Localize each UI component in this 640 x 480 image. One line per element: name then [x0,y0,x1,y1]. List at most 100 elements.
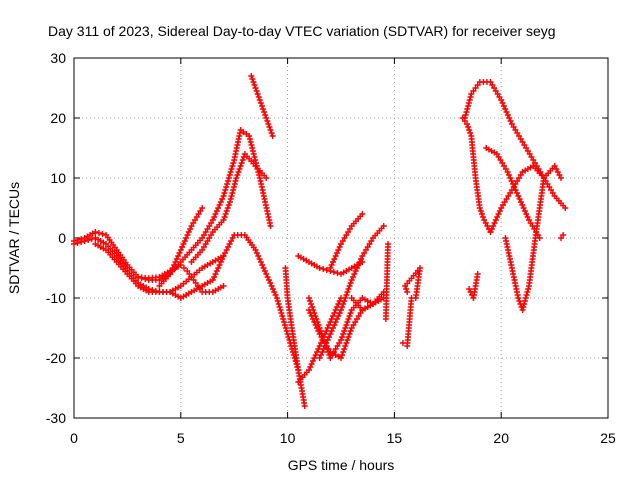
data-point [220,217,227,223]
data-point [515,295,522,301]
y-tick-label: 20 [50,110,66,126]
data-point [95,230,102,236]
data-point [236,166,243,172]
data-point [465,124,472,130]
data-point [276,304,283,310]
data-point [227,169,234,175]
data-point [345,286,352,292]
data-point [273,295,280,301]
y-axis-title: SDTVAR / TECUs [6,182,22,294]
data-point [521,298,528,304]
data-point [330,269,337,275]
data-point [88,236,95,242]
data-point [320,266,327,272]
data-point [251,82,258,88]
data-point [403,286,410,292]
data-point [359,211,366,217]
axis-ticks: 0 5 10 15 20 25 -30 -20 -10 0 10 20 30 [46,50,616,446]
data-point [222,211,229,217]
data-point [221,214,228,220]
data-point [521,301,528,307]
series-track-14 [327,211,366,271]
data-point [340,301,347,307]
data-point [523,292,530,298]
data-point [92,229,99,235]
data-point [263,115,270,121]
data-point [269,133,276,139]
series-track-3 [92,232,302,373]
y-tick-label: 10 [50,170,66,186]
data-point [267,127,274,133]
data-point [177,262,184,268]
data-point [265,121,272,127]
data-point [516,298,523,304]
data-point [465,100,472,106]
data-point [466,127,473,133]
data-point [264,118,271,124]
series-track-22 [466,232,567,301]
data-point [339,334,346,340]
data-point [480,214,487,220]
data-point [226,199,233,205]
data-point [301,403,308,409]
data-point [253,88,260,94]
data-point [252,157,259,163]
data-point [339,304,346,310]
data-point [249,76,256,82]
series-track-6 [188,151,270,265]
data-point [339,352,346,358]
data-point [519,307,526,313]
data-point [340,331,347,337]
y-tick-label: -20 [46,350,66,366]
data-point [250,79,257,85]
x-tick-label: 15 [387,430,403,446]
data-point [474,271,481,277]
data-point [251,154,258,160]
data-point [237,163,244,169]
chart-title: Day 311 of 2023, Sidereal Day-to-day VTE… [48,23,556,39]
data-point [346,331,353,337]
data-point [275,301,282,307]
data-point [283,328,290,334]
data-point [262,112,269,118]
data-point [465,103,472,109]
data-point [238,160,245,166]
data-point [344,319,351,325]
data-point [223,184,230,190]
data-point [78,239,85,245]
data-point [220,283,227,289]
data-point [239,157,246,163]
data-point [347,328,354,334]
y-tick-label: -10 [46,290,66,306]
data-point [343,340,350,346]
data-point [282,325,289,331]
data-point [224,181,231,187]
data-point [522,295,529,301]
data-point [402,283,409,289]
data-point [74,240,81,246]
data-point [221,190,228,196]
data-point [279,313,286,319]
data-point [466,97,473,103]
data-point [560,232,567,238]
data-point [222,187,229,193]
y-tick-label: -30 [46,410,66,426]
data-point [252,85,259,91]
series-track-13 [316,223,387,361]
data-point [199,205,206,211]
data-point [231,181,238,187]
x-tick-label: 10 [280,430,296,446]
data-point [233,175,240,181]
series-track-19 [483,145,543,241]
data-point [256,97,263,103]
data-point [246,136,253,142]
data-point [223,208,230,214]
data-point [255,94,262,100]
series-track-20 [487,163,569,235]
data-point [266,124,273,130]
data-point [467,94,474,100]
data-point [340,349,347,355]
data-point [562,205,569,211]
data-point [224,205,231,211]
